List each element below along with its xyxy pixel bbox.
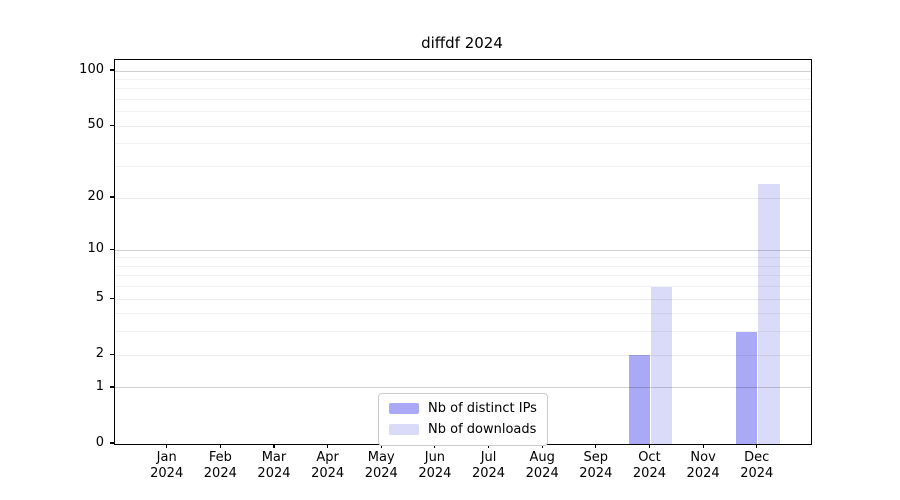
x-tick-label-dec: Dec 2024 <box>740 450 774 481</box>
y-tick-mark-2 <box>110 353 114 355</box>
legend: Nb of distinct IPs Nb of downloads <box>378 393 548 446</box>
gridline-y-70 <box>115 99 811 101</box>
x-tick-label-mar: Mar 2024 <box>257 450 291 481</box>
x-tick-label-jun: Jun 2024 <box>418 450 452 481</box>
legend-label-downloads: Nb of downloads <box>428 422 537 437</box>
x-tick-label-may: May 2024 <box>364 450 398 481</box>
gridline-y-8 <box>115 265 811 267</box>
x-tick-mark-jan <box>166 443 168 448</box>
y-tick-mark-100 <box>110 69 114 71</box>
gridline-y-4 <box>115 313 811 315</box>
gridline-y-6 <box>115 286 811 288</box>
gridline-y-30 <box>115 166 811 168</box>
x-tick-mark-nov <box>702 443 704 448</box>
x-tick-label-jan: Jan 2024 <box>150 450 184 481</box>
gridline-y-9 <box>115 257 811 259</box>
y-tick-mark-20 <box>110 196 114 198</box>
y-tick-label-0: 0 <box>95 435 104 450</box>
gridline-y-60 <box>115 111 811 113</box>
x-tick-mark-sep <box>595 443 597 448</box>
chart-title: diffdf 2024 <box>421 34 503 52</box>
gridline-y-80 <box>115 88 811 90</box>
y-tick-mark-1 <box>110 386 114 388</box>
x-tick-label-jul: Jul 2024 <box>471 450 506 481</box>
gridline-y-90 <box>115 79 811 81</box>
gridline-y-7 <box>115 275 811 277</box>
bar-downloads-oct <box>651 286 673 444</box>
gridline-y-1 <box>115 387 811 389</box>
plot-area: Nb of distinct IPs Nb of downloads <box>114 59 812 446</box>
x-tick-mark-oct <box>648 443 651 448</box>
x-tick-label-feb: Feb 2024 <box>203 450 237 481</box>
bar-distinct-ips-dec <box>735 331 758 444</box>
bar-distinct-ips-oct <box>628 355 650 444</box>
gridline-y-100 <box>115 70 811 72</box>
x-tick-label-sep: Sep 2024 <box>579 450 613 481</box>
y-tick-label-50: 50 <box>87 117 104 133</box>
y-tick-label-10: 10 <box>87 241 104 257</box>
y-tick-label-20: 20 <box>87 189 104 204</box>
legend-item-distinct-ips: Nb of distinct IPs <box>389 401 537 416</box>
legend-item-downloads: Nb of downloads <box>389 422 537 437</box>
x-tick-label-nov: Nov 2024 <box>686 450 720 481</box>
gridline-y-10 <box>115 249 811 251</box>
legend-label-distinct-ips: Nb of distinct IPs <box>428 401 537 416</box>
y-tick-mark-0 <box>110 442 114 444</box>
y-tick-label-5: 5 <box>95 290 104 306</box>
gridline-y-40 <box>115 143 811 145</box>
x-tick-label-oct: Oct 2024 <box>632 450 666 481</box>
gridline-y-2 <box>115 354 811 356</box>
x-tick-label-apr: Apr 2024 <box>311 450 345 481</box>
gridline-y-5 <box>115 298 811 300</box>
y-tick-mark-50 <box>110 124 114 126</box>
y-tick-mark-10 <box>110 248 114 250</box>
legend-swatch-downloads <box>389 424 419 435</box>
y-tick-label-1: 1 <box>95 378 104 394</box>
x-tick-mark-feb <box>219 443 221 448</box>
gridline-y-20 <box>115 197 811 199</box>
legend-swatch-distinct-ips <box>389 403 419 414</box>
y-tick-mark-5 <box>110 297 114 299</box>
gridline-y-3 <box>115 331 811 333</box>
bar-downloads-dec <box>758 183 780 444</box>
x-tick-label-aug: Aug 2024 <box>525 450 559 481</box>
y-tick-label-100: 100 <box>79 62 104 78</box>
x-tick-mark-dec <box>756 443 758 448</box>
y-tick-label-2: 2 <box>95 346 104 362</box>
x-tick-mark-mar <box>273 443 275 448</box>
gridline-y-50 <box>115 125 811 127</box>
x-tick-mark-apr <box>327 443 329 448</box>
